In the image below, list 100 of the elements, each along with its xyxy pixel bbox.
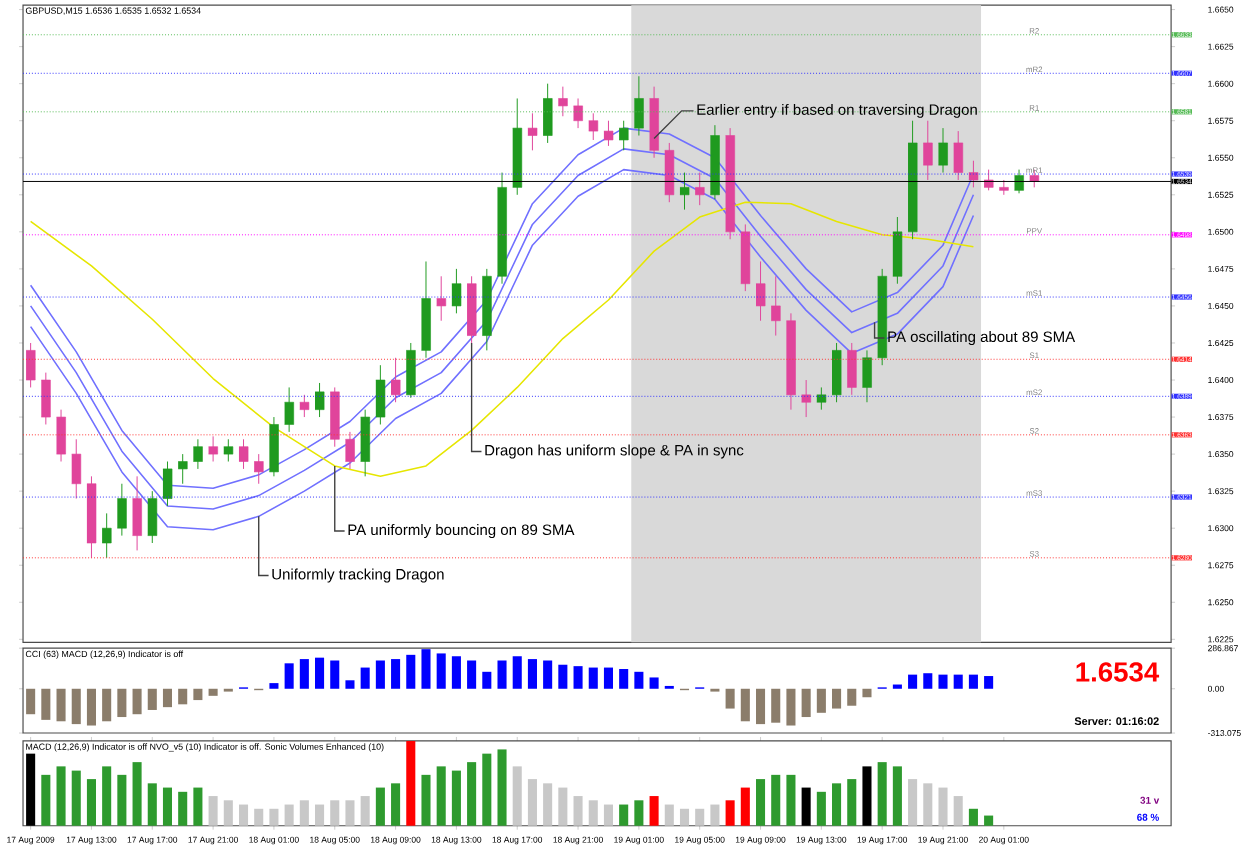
bar <box>193 688 203 700</box>
bar <box>634 799 644 826</box>
candlestick <box>634 75 644 136</box>
candlestick <box>208 435 218 462</box>
bar <box>86 688 96 726</box>
bar <box>710 804 720 826</box>
candlestick <box>390 356 401 403</box>
candlestick <box>755 260 766 321</box>
bar <box>26 688 36 714</box>
bar <box>497 748 507 826</box>
bar <box>451 770 461 826</box>
candlestick <box>557 85 568 117</box>
candlestick <box>147 490 158 544</box>
bar <box>284 662 294 689</box>
bar <box>238 804 249 826</box>
candlestick <box>238 438 249 469</box>
bar <box>299 658 309 689</box>
bar <box>786 774 796 826</box>
bar <box>421 774 431 826</box>
bar <box>208 688 218 696</box>
candlestick <box>360 408 371 477</box>
annotation: 1.6534 <box>1076 661 1160 682</box>
bar <box>132 761 142 826</box>
candlestick <box>542 82 553 143</box>
bar <box>938 674 948 689</box>
candlestick <box>25 342 36 388</box>
bar <box>436 652 446 689</box>
bar <box>603 667 614 689</box>
bar <box>117 774 127 826</box>
bar <box>497 660 507 689</box>
bar <box>299 799 309 826</box>
candlestick <box>922 119 933 181</box>
bar <box>345 679 355 689</box>
bar <box>406 740 416 826</box>
bar <box>634 671 644 689</box>
candlestick <box>846 342 857 395</box>
bar <box>527 658 537 689</box>
candlestick <box>938 127 948 173</box>
bar <box>984 815 994 826</box>
bar <box>436 765 446 826</box>
bar <box>315 804 325 826</box>
bar <box>86 778 96 826</box>
candlestick <box>603 119 614 146</box>
bar <box>816 791 826 826</box>
candlestick <box>162 460 173 507</box>
bar <box>451 655 461 689</box>
bar <box>740 787 750 826</box>
bar <box>755 688 766 724</box>
candlestick <box>132 475 142 551</box>
bar <box>573 665 583 689</box>
bar <box>558 664 568 689</box>
candlestick <box>451 267 462 314</box>
bar <box>56 688 66 721</box>
bar <box>330 660 340 689</box>
candlestick <box>618 119 629 151</box>
candlestick <box>101 512 112 558</box>
bar <box>41 774 51 826</box>
bar <box>558 787 568 826</box>
candlestick <box>329 386 340 447</box>
bar <box>269 808 279 826</box>
candlestick <box>253 453 264 484</box>
candlestick <box>56 408 66 462</box>
bar <box>147 782 157 826</box>
candlestick <box>588 112 599 141</box>
candlestick <box>968 159 979 188</box>
bar <box>908 674 918 689</box>
bar <box>284 804 294 826</box>
bar <box>619 668 629 689</box>
bar <box>391 658 401 689</box>
bar <box>406 654 416 689</box>
candlestick <box>71 438 82 499</box>
bar <box>467 660 477 689</box>
candlestick <box>405 342 416 398</box>
bar <box>254 808 264 826</box>
candlestick <box>694 171 705 206</box>
bar <box>588 799 598 826</box>
candlestick <box>770 275 781 336</box>
bar <box>740 688 750 721</box>
candlestick <box>953 130 964 181</box>
candlestick <box>117 482 127 536</box>
bar <box>467 761 477 826</box>
bar <box>695 808 705 826</box>
bar <box>208 795 218 826</box>
bar <box>953 795 963 826</box>
bar <box>862 688 872 697</box>
bar <box>360 795 370 826</box>
bar <box>847 688 857 706</box>
bar <box>132 688 142 714</box>
bar <box>588 667 598 689</box>
candlestick <box>284 386 294 432</box>
bar <box>71 770 81 826</box>
bar <box>938 787 948 826</box>
bar <box>816 688 826 713</box>
bar <box>603 804 614 826</box>
bar <box>391 782 401 826</box>
bar <box>664 804 674 826</box>
bar <box>877 761 887 826</box>
bar <box>953 674 963 689</box>
bar <box>725 799 735 826</box>
bar <box>375 787 385 826</box>
